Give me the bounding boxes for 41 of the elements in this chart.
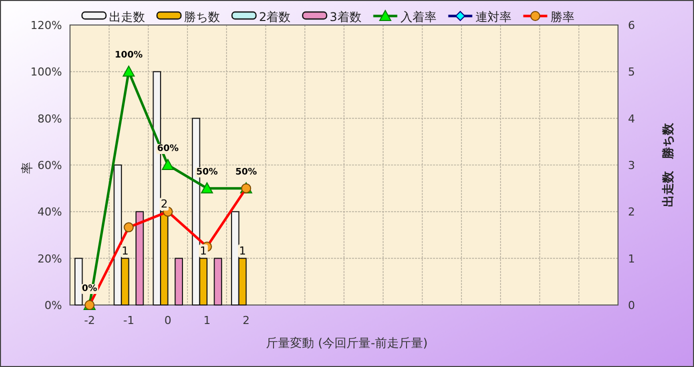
y-tick-label: 0%: [44, 299, 62, 312]
x-tick-label: -1: [123, 314, 134, 327]
y2-tick-label: 6: [628, 19, 635, 32]
x-tick-label: 0: [164, 314, 172, 327]
legend-label: 連対率: [475, 10, 512, 24]
legend-label: 3着数: [330, 10, 362, 24]
bar: [74, 258, 83, 306]
label: 1: [120, 244, 130, 258]
legend-label: 勝ち数: [184, 10, 220, 24]
label: 2: [160, 198, 169, 211]
point: [122, 66, 135, 77]
y-tick-label: 40%: [38, 206, 62, 219]
y-tick-label: 20%: [38, 252, 62, 266]
y2-axis-title: 出走数 勝ち数: [661, 122, 675, 207]
y-tick-label: 100%: [30, 66, 62, 79]
y2-tick-label: 4: [628, 112, 635, 126]
x-tick-label: 2: [242, 314, 250, 327]
legend-label: 勝率: [550, 10, 574, 24]
y-axis-title: 率: [20, 162, 34, 174]
y-tick-label: 120%: [30, 19, 62, 32]
y2-tick-label: 1: [628, 252, 635, 266]
x-tick-label: 1: [204, 314, 210, 327]
y2-tick-label: 3: [628, 159, 635, 172]
x-axis-title: 斤量変動 (今回斤量-前走斤量): [266, 336, 428, 350]
point: [201, 182, 213, 194]
bar: [136, 211, 144, 306]
label: 100%: [114, 50, 144, 61]
legend-label: 出走数: [109, 10, 145, 24]
y-tick-label: 60%: [38, 159, 62, 172]
bar: [174, 258, 183, 306]
label: 60%: [156, 144, 180, 154]
bar: [214, 258, 222, 306]
x-tick-label: -2: [84, 314, 96, 327]
label: 0%: [80, 284, 98, 294]
legend-label: 入着率: [400, 10, 436, 24]
legend-label: 2着数: [259, 10, 291, 24]
y2-tick-label: 2: [628, 206, 635, 219]
point: [162, 159, 174, 170]
y2-tick-label: 0: [628, 299, 635, 312]
y2-tick-label: 5: [628, 66, 635, 79]
y-tick-label: 80%: [38, 112, 62, 126]
